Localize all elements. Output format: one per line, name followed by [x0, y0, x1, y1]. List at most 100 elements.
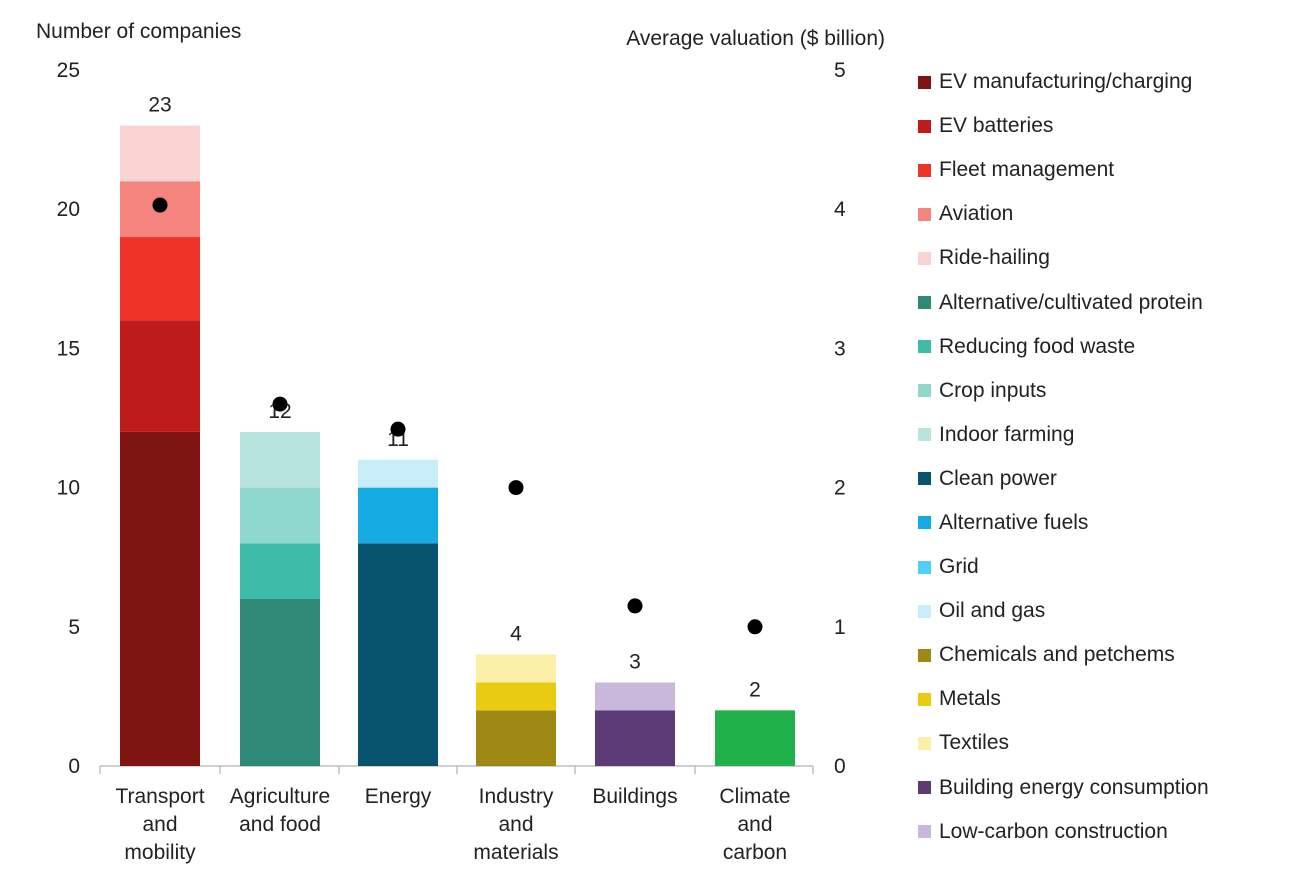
- right-tick-label: 0: [834, 755, 846, 778]
- bars: [120, 125, 795, 766]
- legend-swatch: [918, 251, 931, 265]
- bar-segment: [358, 543, 438, 766]
- legend-swatch: [918, 75, 931, 89]
- right-axis-title: Average valuation ($ billion): [626, 27, 885, 50]
- bar-segment: [476, 654, 556, 683]
- legend-item: EV manufacturing/charging: [918, 60, 1288, 104]
- legend-item: Chemicals and petchems: [918, 633, 1288, 677]
- valuation-marker: [272, 396, 288, 412]
- valuation-marker: [747, 619, 763, 635]
- category-label: Agriculture and food: [230, 785, 330, 836]
- legend-label: Low-carbon construction: [939, 819, 1168, 843]
- legend-item: Building energy consumption: [918, 766, 1288, 810]
- bar-segment: [240, 487, 320, 544]
- bar-segment: [358, 487, 438, 544]
- legend-item: Aviation: [918, 192, 1288, 236]
- left-axis-ticks: 0 5 10 15 20 25: [57, 59, 80, 778]
- category-label: Buildings: [592, 785, 677, 808]
- legend-swatch: [918, 384, 931, 398]
- legend-swatch: [918, 428, 931, 442]
- bar-total-label: 2: [749, 678, 761, 701]
- legend-item: Crop inputs: [918, 369, 1288, 413]
- legend-swatch: [918, 560, 931, 574]
- legend-item: Fleet management: [918, 148, 1288, 192]
- right-tick-label: 1: [834, 616, 846, 639]
- legend-swatch: [918, 119, 931, 133]
- bar-total-label: 3: [629, 650, 641, 673]
- legend-label: EV manufacturing/charging: [939, 70, 1193, 94]
- legend-swatch: [918, 648, 931, 662]
- legend-label: Crop inputs: [939, 378, 1047, 402]
- legend-swatch: [918, 472, 931, 486]
- legend-item: Reducing food waste: [918, 325, 1288, 369]
- legend-label: Grid: [939, 555, 979, 579]
- category-label: Transport and mobility: [115, 785, 204, 864]
- legend-label: Clean power: [939, 466, 1057, 490]
- bar-segment: [120, 237, 200, 321]
- legend-label: Chemicals and petchems: [939, 643, 1175, 667]
- right-axis-ticks: 0 1 2 3 4 5: [834, 59, 846, 778]
- bar-segment: [476, 710, 556, 766]
- legend-label: Indoor farming: [939, 422, 1075, 446]
- valuation-marker: [390, 421, 406, 437]
- legend-label: Alternative fuels: [939, 510, 1089, 534]
- bar-segment: [240, 431, 320, 488]
- legend-label: Oil and gas: [939, 599, 1046, 623]
- legend-item: Oil and gas: [918, 589, 1288, 633]
- legend-label: Aviation: [939, 202, 1014, 226]
- bar-segment: [358, 459, 438, 488]
- legend-swatch: [918, 163, 931, 177]
- bar-segment: [120, 125, 200, 182]
- legend-item: Alternative fuels: [918, 501, 1288, 545]
- bar-segment: [595, 710, 675, 766]
- legend-swatch: [918, 296, 931, 310]
- bar-segment: [476, 682, 556, 711]
- legend-item: Metals: [918, 677, 1288, 721]
- valuation-markers: [152, 197, 763, 635]
- legend-swatch: [918, 604, 931, 618]
- legend-item: Low-carbon construction: [918, 810, 1288, 854]
- legend-item: Alternative/cultivated protein: [918, 280, 1288, 324]
- bar-segment: [240, 598, 320, 766]
- legend-label: Fleet management: [939, 158, 1115, 182]
- x-axis-ticks: [99, 766, 814, 774]
- legend-label: Metals: [939, 687, 1001, 711]
- legend-swatch: [918, 781, 931, 795]
- bar-segment: [715, 710, 795, 766]
- category-label: Energy: [365, 785, 432, 808]
- legend-swatch: [918, 692, 931, 706]
- bar-segment: [120, 320, 200, 432]
- valuation-marker: [627, 598, 643, 614]
- bar-segment: [240, 543, 320, 599]
- bar-total-label: 23: [148, 94, 171, 117]
- bar-total-label: 4: [510, 623, 522, 646]
- legend-item: Grid: [918, 545, 1288, 589]
- bar-segment: [595, 682, 675, 711]
- right-tick-label: 5: [834, 59, 846, 82]
- legend-swatch: [918, 340, 931, 354]
- legend-label: Building energy consumption: [939, 775, 1209, 799]
- left-tick-label: 5: [68, 616, 80, 639]
- valuation-marker: [508, 480, 524, 496]
- right-tick-label: 3: [834, 337, 846, 360]
- category-label: Climate and carbon: [719, 785, 790, 864]
- legend-item: Ride-hailing: [918, 236, 1288, 280]
- bar-segment: [120, 431, 200, 766]
- right-tick-label: 4: [834, 198, 846, 221]
- legend-swatch: [918, 207, 931, 221]
- legend-label: Ride-hailing: [939, 246, 1050, 270]
- left-tick-label: 25: [57, 59, 80, 82]
- legend-item: EV batteries: [918, 104, 1288, 148]
- legend-swatch: [918, 825, 931, 839]
- left-tick-label: 20: [57, 198, 80, 221]
- legend: EV manufacturing/charging EV batteries Fle…: [918, 60, 1288, 854]
- legend-swatch: [918, 516, 931, 530]
- legend-label: EV batteries: [939, 114, 1054, 138]
- legend-item: Textiles: [918, 721, 1288, 765]
- valuation-marker: [152, 197, 168, 213]
- category-labels: Transport and mobility Agriculture and food E…: [115, 785, 790, 864]
- left-tick-label: 10: [57, 477, 80, 500]
- left-tick-label: 0: [68, 755, 80, 778]
- legend-swatch: [918, 736, 931, 750]
